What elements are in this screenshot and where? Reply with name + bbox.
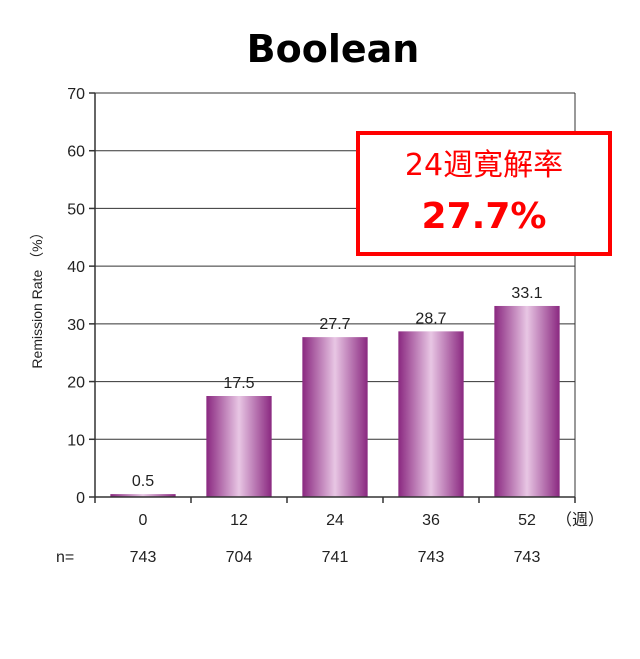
y-tick-label: 60: [67, 144, 85, 161]
y-tick-label: 40: [67, 259, 85, 276]
grid-lines: [95, 92, 575, 440]
n-value: 743: [514, 549, 541, 566]
bars: [110, 305, 560, 497]
callout-title: 24週寛解率: [405, 148, 563, 183]
x-tick-label: 24: [326, 512, 344, 529]
x-axis-ticks: 0 12 24 36 52: [94, 497, 576, 529]
chart-title: Boolean: [247, 27, 420, 71]
x-tick-label: 0: [139, 512, 148, 529]
bar: [398, 331, 464, 497]
bar: [206, 396, 272, 497]
data-label: 0.5: [132, 473, 154, 490]
x-axis-unit: （週）: [556, 511, 604, 529]
callout-frame: [356, 131, 612, 256]
x-tick-label: 52: [518, 512, 536, 529]
data-label: 28.7: [415, 310, 446, 327]
bar: [302, 337, 368, 497]
y-tick-label: 20: [67, 375, 85, 392]
y-tick-label: 50: [67, 201, 85, 218]
y-axis-label: Remission Rate （%）: [29, 225, 45, 368]
n-row: 743 704 741 743 743: [130, 549, 541, 566]
data-label: 17.5: [223, 375, 254, 392]
n-value: 704: [226, 549, 253, 566]
x-tick-label: 36: [422, 512, 440, 529]
y-tick-label: 10: [67, 432, 85, 449]
n-value: 741: [322, 549, 349, 566]
y-axis-ticks: 0 10 20 30 40 50 60 70: [67, 86, 95, 507]
n-value: 743: [130, 549, 157, 566]
data-label: 27.7: [319, 316, 350, 333]
y-tick-label: 30: [67, 317, 85, 334]
y-tick-label: 70: [67, 86, 85, 103]
bar: [110, 494, 176, 497]
bar: [494, 305, 560, 497]
n-value: 743: [418, 549, 445, 566]
y-tick-label: 0: [76, 490, 85, 507]
x-tick-label: 12: [230, 512, 248, 529]
data-label: 33.1: [511, 285, 542, 302]
n-label: n=: [56, 549, 74, 566]
data-labels: 0.5 17.5 27.7 28.7 33.1: [132, 285, 543, 490]
callout-box: 24週寛解率 27.7%: [356, 131, 612, 256]
callout-value: 27.7%: [422, 196, 547, 237]
